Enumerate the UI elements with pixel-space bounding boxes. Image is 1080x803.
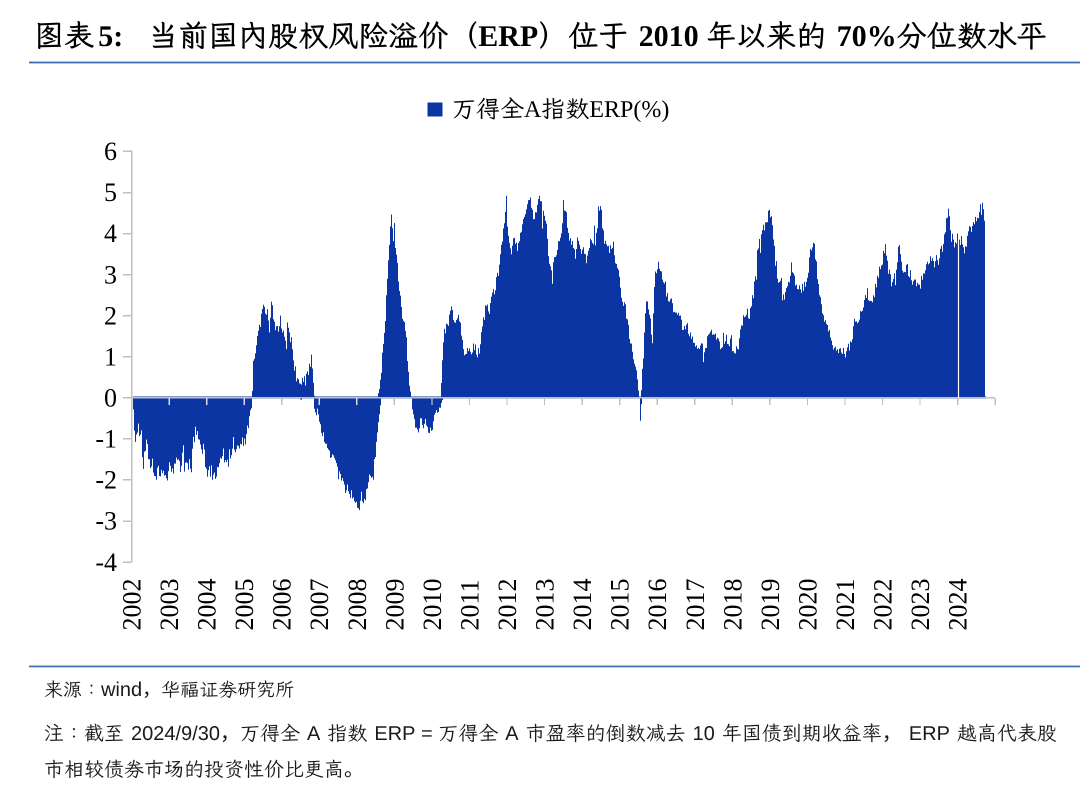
svg-text:2020: 2020 xyxy=(793,579,822,631)
svg-text:2016: 2016 xyxy=(643,579,672,631)
svg-text:2021: 2021 xyxy=(831,579,860,631)
svg-text:2006: 2006 xyxy=(268,579,297,631)
svg-text:-3: -3 xyxy=(95,507,117,536)
svg-text:2005: 2005 xyxy=(230,579,259,631)
svg-text:-4: -4 xyxy=(95,548,117,577)
svg-text:-1: -1 xyxy=(95,425,117,454)
svg-text:2009: 2009 xyxy=(380,579,409,631)
svg-text:2: 2 xyxy=(104,301,117,330)
svg-text:6: 6 xyxy=(104,137,117,166)
svg-text:0: 0 xyxy=(104,384,117,413)
svg-text:2014: 2014 xyxy=(568,579,597,631)
svg-text:2018: 2018 xyxy=(718,579,747,631)
svg-text:5: 5 xyxy=(104,178,117,207)
svg-text:2004: 2004 xyxy=(193,579,222,631)
svg-text:3: 3 xyxy=(104,260,117,289)
svg-text:2012: 2012 xyxy=(493,579,522,631)
svg-text:2007: 2007 xyxy=(305,579,334,631)
svg-text:2017: 2017 xyxy=(681,579,710,631)
svg-text:2023: 2023 xyxy=(906,579,935,631)
svg-text:2013: 2013 xyxy=(531,579,560,631)
svg-text:2003: 2003 xyxy=(155,579,184,631)
svg-text:2024: 2024 xyxy=(944,579,973,631)
svg-text:2010: 2010 xyxy=(418,579,447,631)
svg-text:2002: 2002 xyxy=(118,579,147,631)
svg-text:2011: 2011 xyxy=(455,579,484,630)
svg-text:2008: 2008 xyxy=(343,579,372,631)
svg-text:2019: 2019 xyxy=(756,579,785,631)
svg-text:2022: 2022 xyxy=(869,579,898,631)
svg-text:2015: 2015 xyxy=(606,579,635,631)
svg-text:1: 1 xyxy=(104,342,117,371)
svg-text:4: 4 xyxy=(104,219,117,248)
svg-text:-2: -2 xyxy=(95,466,117,495)
